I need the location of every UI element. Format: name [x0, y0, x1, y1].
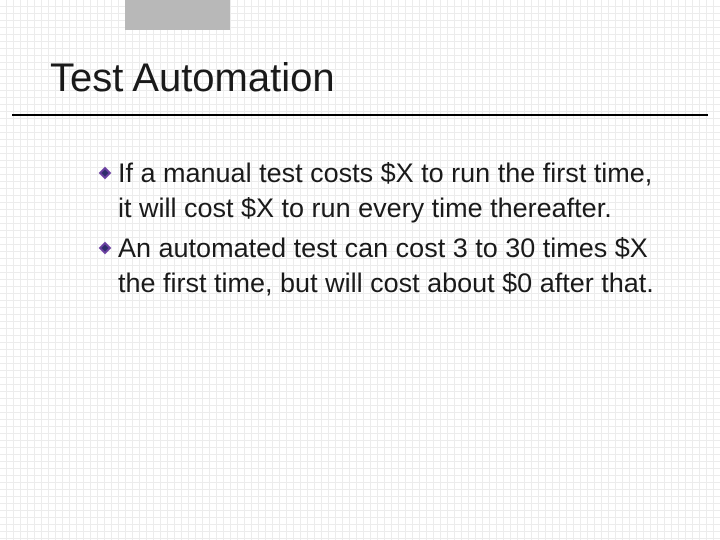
slide-body: If a manual test costs $X to run the fir… — [98, 156, 660, 306]
title-underline — [12, 114, 708, 116]
slide: Test Automation If a manual test costs $… — [0, 0, 720, 540]
diamond-bullet-icon — [98, 166, 112, 180]
bullet-item: An automated test can cost 3 to 30 times… — [98, 231, 660, 300]
slide-title: Test Automation — [50, 56, 335, 101]
diamond-bullet-icon — [98, 241, 112, 255]
bullet-text: An automated test can cost 3 to 30 times… — [118, 231, 660, 300]
bullet-text: If a manual test costs $X to run the fir… — [118, 156, 660, 225]
decorative-top-bar — [125, 0, 230, 30]
bullet-item: If a manual test costs $X to run the fir… — [98, 156, 660, 225]
